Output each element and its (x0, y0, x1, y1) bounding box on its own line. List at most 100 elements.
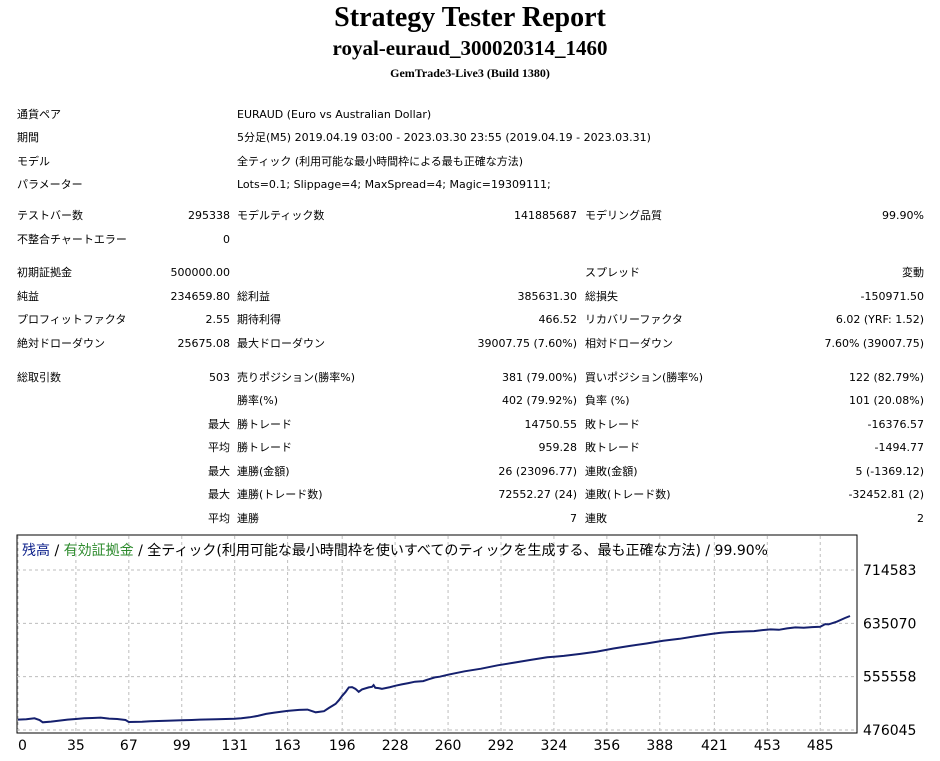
pf-value: 2.55 (205, 313, 231, 326)
avg-loss-value: -1494.77 (874, 441, 924, 454)
max-loss-label: 敗トレード (585, 418, 640, 431)
report-title: Strategy Tester Report (334, 2, 606, 33)
avg-loss-label: 敗トレード (585, 441, 640, 454)
recovery-label: リカバリーファクタ (585, 313, 683, 326)
bars-label: テストバー数 (17, 209, 83, 222)
x-tick-label: 163 (274, 738, 301, 754)
recovery-value: 6.02 (YRF: 1.52) (835, 313, 924, 326)
model-quality-label: モデリング品質 (585, 209, 662, 222)
legend-equity: 有効証拠金 (64, 543, 134, 559)
model-label: モデル (17, 155, 50, 168)
x-tick-label: 485 (807, 738, 834, 754)
max-loss-value: -16376.57 (867, 418, 924, 431)
gross-loss-label: 総損失 (585, 290, 618, 303)
period-value: 5分足(M5) 2019.04.19 03:00 - 2023.03.30 23… (237, 131, 651, 144)
cons-loss-cnt-label: 連敗(トレード数) (585, 488, 671, 501)
rel-dd-value: 7.60% (39007.75) (824, 337, 924, 350)
avg-win-value: 959.28 (538, 441, 578, 454)
model-ticks-value: 141885687 (514, 209, 577, 222)
avg-cons-win-value: 7 (570, 512, 577, 525)
cons-loss-amt-label: 連敗(金額) (585, 465, 638, 478)
cons-win-cnt-label: 連勝(トレード数) (237, 488, 323, 501)
short-label: 売りポジション(勝率%) (237, 371, 356, 384)
x-tick-label: 228 (382, 738, 409, 754)
x-tick-label: 292 (488, 738, 515, 754)
avg-cons-loss-label: 連敗 (585, 512, 607, 525)
avg-win-label: 勝トレード (237, 441, 292, 454)
trades-label: 総取引数 (17, 371, 61, 384)
abs-dd-label: 絶対ドローダウン (17, 337, 105, 350)
max-dd-label: 最大ドローダウン (237, 337, 325, 350)
net-value: 234659.80 (170, 290, 231, 303)
x-tick-label: 67 (120, 738, 138, 754)
pair-value: EURAUD (Euro vs Australian Dollar) (237, 108, 432, 121)
model-value: 全ティック (利用可能な最小時間枠による最も正確な方法) (237, 155, 524, 168)
chart-legend: 残高 / 有効証拠金 / 全ティック(利用可能な最小時間枠を使いすべてのティック… (22, 542, 768, 559)
win-rate-value: 402 (79.92%) (501, 394, 577, 407)
period-label: 期間 (17, 131, 39, 144)
loss-rate-value: 101 (20.08%) (848, 394, 924, 407)
bars-value: 295338 (188, 209, 230, 222)
max-win-label: 勝トレード (237, 418, 292, 431)
legend-balance: 残高 (22, 542, 50, 559)
x-tick-label: 260 (435, 738, 462, 754)
cons-win-amt-label: 連勝(金額) (237, 465, 290, 478)
expected-label: 期待利得 (237, 313, 281, 326)
y-axis: 714583 635070 555558 476045 (863, 563, 916, 739)
long-value: 122 (82.79%) (848, 371, 924, 384)
pair-label: 通貨ペア (17, 108, 61, 121)
x-tick-label: 131 (221, 738, 248, 754)
pf-label: プロフィットファクタ (17, 313, 127, 326)
y-tick-label: 555558 (863, 670, 916, 686)
x-tick-label: 453 (754, 738, 781, 754)
max-prefix: 最大 (208, 418, 230, 431)
max-dd-value: 39007.75 (7.60%) (477, 337, 577, 350)
mismatch-label: 不整合チャートエラー (17, 233, 127, 246)
model-ticks-label: モデルティック数 (237, 209, 325, 222)
params-value: Lots=0.1; Slippage=4; MaxSpread=4; Magic… (237, 178, 551, 191)
abs-dd-value: 25675.08 (177, 337, 231, 350)
rel-dd-label: 相対ドローダウン (585, 337, 673, 350)
deposit-value: 500000.00 (170, 266, 231, 279)
win-rate-label: 勝率(%) (237, 394, 279, 407)
legend-rest: / 全ティック(利用可能な最小時間枠を使いすべてのティックを生成する、最も正確な… (134, 542, 768, 559)
gross-loss-value: -150971.50 (860, 290, 924, 303)
x-axis: 0 35 67 99 131 163 196 228 260 292 324 356 388 421 453… (18, 738, 834, 754)
expected-value: 466.52 (538, 313, 578, 326)
max-prefix: 最大 (208, 465, 230, 478)
trades-value: 503 (209, 371, 230, 384)
x-tick-label: 324 (541, 738, 568, 754)
max-win-value: 14750.55 (524, 418, 578, 431)
x-tick-label: 356 (593, 738, 620, 754)
cons-loss-amt-value: 5 (-1369.12) (855, 465, 924, 478)
long-label: 買いポジション(勝率%) (585, 371, 704, 384)
avg-cons-win-label: 連勝 (237, 512, 259, 525)
max-prefix: 最大 (208, 488, 230, 501)
server-name: GemTrade3-Live3 (Build 1380) (390, 66, 550, 80)
avg-prefix: 平均 (208, 441, 230, 454)
avg-cons-loss-value: 2 (917, 512, 924, 525)
gross-profit-value: 385631.30 (517, 290, 578, 303)
y-tick-label: 635070 (863, 616, 916, 632)
spread-label: スプレッド (585, 266, 640, 279)
chart-frame (16, 534, 858, 734)
cons-loss-cnt-value: -32452.81 (2) (848, 488, 924, 501)
avg-prefix: 平均 (208, 512, 230, 525)
short-value: 381 (79.00%) (501, 371, 577, 384)
model-quality-value: 99.90% (882, 209, 924, 222)
legend-sep: / (50, 543, 64, 559)
net-label: 純益 (17, 290, 39, 303)
cons-win-amt-value: 26 (23096.77) (498, 465, 577, 478)
cons-win-cnt-value: 72552.27 (24) (498, 488, 577, 501)
gross-profit-label: 総利益 (237, 290, 270, 303)
y-tick-label: 714583 (863, 563, 916, 579)
x-tick-label: 388 (646, 738, 673, 754)
x-tick-label: 0 (18, 738, 27, 754)
x-tick-label: 421 (701, 738, 728, 754)
chart-grid (17, 536, 857, 732)
deposit-label: 初期証拠金 (17, 266, 72, 279)
x-tick-label: 99 (173, 738, 191, 754)
spread-value: 変動 (902, 266, 924, 279)
x-tick-label: 196 (329, 738, 356, 754)
y-tick-label: 476045 (863, 723, 916, 739)
